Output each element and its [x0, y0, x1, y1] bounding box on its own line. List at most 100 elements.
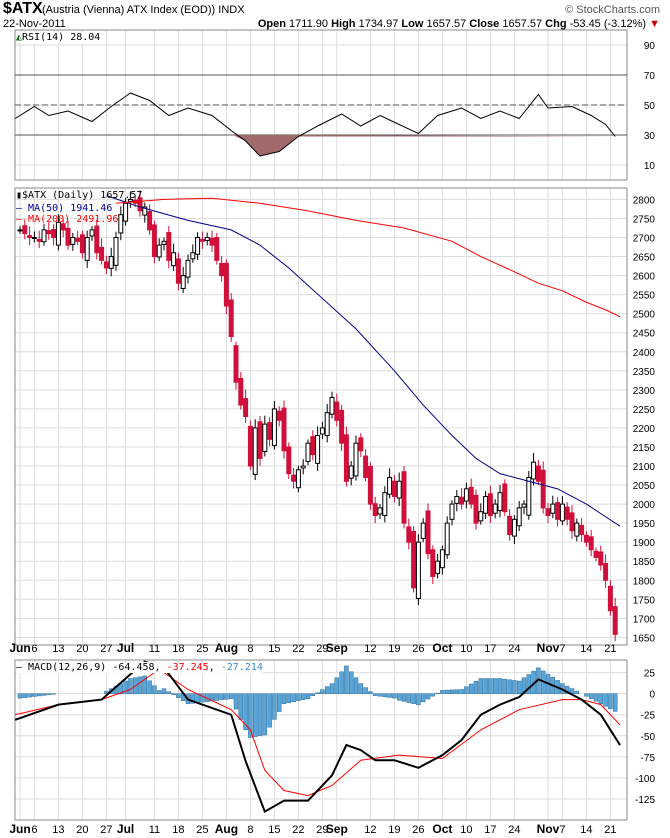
candle-body	[588, 536, 594, 551]
x-tick-label: 10	[460, 824, 472, 836]
candle-body	[36, 238, 42, 242]
candle-body	[175, 258, 181, 284]
y-tick-label: 1800	[633, 576, 656, 587]
candle-body	[27, 235, 33, 239]
candle-body	[142, 206, 148, 216]
candle-body	[574, 522, 580, 537]
macd-histogram-bar	[27, 693, 32, 698]
candle-body	[358, 437, 364, 452]
y-tick-label: -75	[641, 753, 656, 764]
y-tick-label: 10	[644, 161, 656, 172]
y-tick-label: 2200	[633, 424, 656, 435]
macd-histogram-bar	[358, 683, 364, 694]
macd-histogram-bar	[137, 676, 143, 694]
macd-histogram-bar	[22, 693, 28, 698]
macd-histogram-bar	[512, 680, 517, 694]
candle-body	[291, 474, 297, 482]
candle-body	[199, 238, 205, 242]
macd-histogram-bar	[305, 693, 311, 699]
macd-signal-line	[15, 668, 621, 797]
y-tick-label: 1950	[633, 519, 656, 530]
x-tick-label: 6	[31, 824, 37, 836]
x-tick-label: Jul	[117, 822, 134, 836]
candle-body	[156, 244, 162, 258]
rsi-line	[14, 92, 616, 157]
x-tick-label: 7	[559, 643, 565, 655]
macd-histogram-bar	[267, 693, 272, 728]
x-tick-label: 24	[508, 824, 520, 836]
macd-histogram-bar	[444, 689, 450, 694]
candle-body	[267, 422, 273, 440]
description: (Austria (Vienna) ATX Index (EOD)) INDX	[42, 4, 245, 16]
x-tick-label: 7	[559, 824, 565, 836]
signal-value: -37.245	[166, 662, 209, 673]
y-tick-label: 2400	[633, 348, 656, 359]
macd-histogram-bar	[41, 693, 47, 696]
y-tick-label: 1750	[633, 595, 656, 606]
macd-histogram-bar	[363, 687, 368, 694]
x-tick-label: 18	[172, 643, 184, 655]
low-value: 1657.57	[426, 18, 467, 30]
macd-histogram-bar	[310, 693, 316, 696]
macd-histogram-bar	[502, 678, 508, 694]
y-tick-label: 0	[649, 690, 655, 701]
candle-body	[262, 423, 268, 453]
macd-histogram-bar	[584, 693, 589, 697]
macd-legend-text: MACD(12,26,9)	[28, 662, 107, 673]
macd-histogram-bar	[377, 693, 383, 697]
macd-histogram-bar	[272, 693, 277, 720]
price-legend: ▮$ATX (Daily) 1657.57	[16, 190, 142, 201]
candle-body	[127, 198, 133, 202]
y-tick-label: 2100	[633, 462, 656, 473]
candle-body	[487, 493, 493, 517]
index-name: (Austria (Vienna) ATX Index (EOD))	[42, 4, 216, 16]
candle-body	[252, 427, 258, 475]
y-tick-label: 2650	[633, 253, 656, 264]
y-tick-label: 2350	[633, 367, 656, 378]
candle-body	[310, 436, 316, 456]
candle-body	[483, 495, 489, 514]
x-tick-label: 20	[76, 824, 88, 836]
candle-body	[108, 256, 114, 269]
candle-body	[238, 377, 244, 406]
candle-body	[603, 563, 609, 581]
macd-histogram-bar	[286, 693, 292, 704]
y-tick-label: -100	[635, 774, 655, 785]
y-tick-label: 2000	[633, 500, 656, 511]
candle-body	[401, 471, 407, 524]
macd-histogram-bar	[425, 693, 431, 700]
candle-body	[377, 507, 383, 515]
candle-body	[391, 480, 397, 497]
down-triangle-icon: ▼	[649, 18, 660, 30]
candle-body	[219, 262, 225, 277]
candle-body	[209, 237, 215, 246]
macd-histogram-bar	[329, 683, 335, 694]
x-tick-label: 13	[52, 824, 64, 836]
y-tick-label: 25	[644, 669, 656, 680]
candle-body	[593, 550, 599, 558]
macd-histogram-bar	[214, 693, 220, 701]
price-legend-text: $ATX (Daily) 1657.57	[22, 190, 143, 201]
candle-body	[103, 261, 109, 269]
candle-body	[531, 461, 537, 480]
x-tick-label: 14	[580, 643, 592, 655]
macd-histogram-bar	[46, 693, 52, 696]
candle-body	[535, 465, 541, 482]
macd-histogram-bar	[440, 690, 445, 694]
candle-body	[459, 496, 465, 505]
ma50-legend-text: MA(50) 1941.46	[28, 203, 113, 214]
watermark: © StockCharts.com	[565, 4, 660, 16]
candle-icon: ▮	[16, 190, 23, 201]
low-label: Low	[401, 18, 424, 30]
candle-body	[228, 299, 234, 338]
hist-value: -27.214	[220, 662, 263, 673]
macd-histogram-bar	[468, 683, 474, 694]
x-tick-label: 24	[508, 643, 520, 655]
candle-body	[329, 396, 335, 415]
macd-histogram-bar	[603, 693, 608, 707]
y-tick-label: 2550	[633, 291, 656, 302]
x-tick-label: 6	[31, 643, 37, 655]
x-tick-label: 18	[172, 824, 184, 836]
candle-body	[60, 223, 66, 231]
y-tick-label: 2050	[633, 481, 656, 492]
